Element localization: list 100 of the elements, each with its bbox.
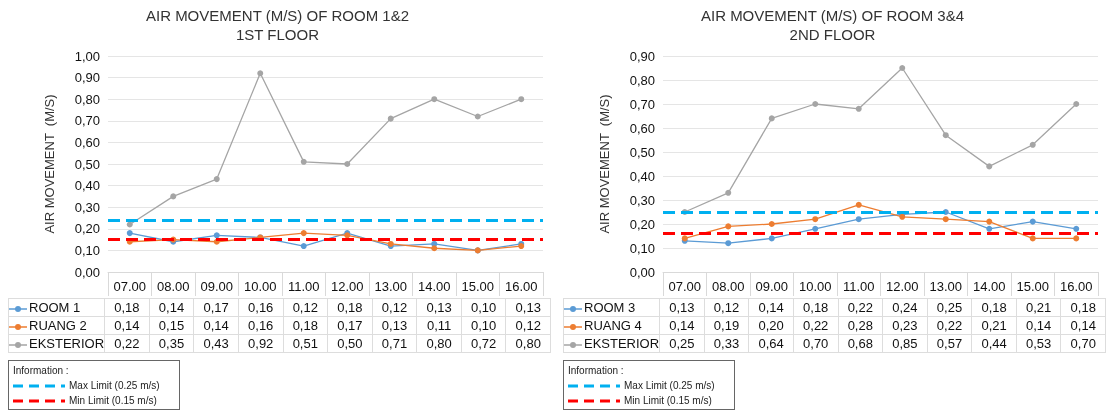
data-label: 0,10 [461, 298, 506, 317]
y-tick-label: 0,20 [629, 216, 655, 232]
y-tick-label: 0,30 [629, 192, 655, 208]
legend-label: EKSTERIOR [584, 336, 660, 351]
legend-label: Min Limit (0.15 m/s) [69, 395, 157, 406]
text: Information : [568, 364, 625, 378]
data-label: 0,14 [1016, 316, 1061, 335]
x-tick-label: 11.00 [842, 279, 875, 294]
chart-title: AIR MOVEMENT (M/S) OF ROOM 3&4 [699, 6, 966, 25]
data-label: 0,43 [193, 334, 239, 353]
y-tick-label: 0,50 [74, 156, 100, 172]
x-tick-label: 09.00 [200, 279, 234, 294]
legend-label: RUANG 2 [29, 318, 87, 333]
x-tick-label: 12.00 [330, 279, 364, 294]
x-tick-label: 08.00 [156, 279, 190, 294]
data-label: 0,18 [104, 298, 150, 317]
data-label: 0,51 [283, 334, 328, 353]
data-label: 0,33 [704, 334, 749, 353]
legend-label: Min Limit (0.15 m/s) [624, 395, 712, 406]
data-label: 0,14 [193, 316, 239, 335]
x-tick-label: 13.00 [374, 279, 408, 294]
legend-label: ROOM 1 [29, 300, 81, 315]
data-label: 0,28 [838, 316, 883, 335]
data-label: 0,80 [505, 334, 551, 353]
data-label: 0,14 [659, 316, 705, 335]
data-label: 0,70 [1060, 334, 1106, 353]
y-tick-label: 0,10 [629, 240, 655, 256]
y-tick-label: 0,80 [74, 91, 100, 107]
data-label: 0,22 [793, 316, 838, 335]
x-tick-label: 07.00 [113, 279, 147, 294]
data-label: 0,18 [1060, 298, 1106, 317]
data-label: 0,17 [193, 298, 239, 317]
x-tick-label: 10.00 [798, 279, 832, 294]
data-label: 0,14 [104, 316, 150, 335]
x-tick-label: 15.00 [1016, 279, 1050, 294]
data-label: 0,70 [793, 334, 838, 353]
data-label: 0,12 [505, 316, 551, 335]
y-tick-label: 0,80 [629, 72, 655, 88]
y-tick-label: 0,10 [74, 242, 100, 258]
x-tick-label: 07.00 [668, 279, 702, 294]
data-label: 0,64 [748, 334, 794, 353]
data-label: 0,57 [927, 334, 972, 353]
data-label: 0,10 [461, 316, 506, 335]
data-label: 0,92 [238, 334, 283, 353]
x-tick-label: 14.00 [417, 279, 451, 294]
data-label: 0,35 [149, 334, 194, 353]
x-tick-label: 13.00 [929, 279, 963, 294]
y-tick-label: 0,50 [629, 144, 655, 160]
data-label: 0,22 [838, 298, 883, 317]
x-tick-label: 08.00 [711, 279, 745, 294]
data-label: 0,44 [971, 334, 1017, 353]
data-label: 0,13 [659, 298, 705, 317]
text: Information : [13, 364, 70, 378]
data-label: 0,68 [838, 334, 883, 353]
data-label: 0,12 [704, 298, 749, 317]
legend-label: EKSTERIOR [29, 336, 105, 351]
legend-label: RUANG 4 [584, 318, 642, 333]
chart-subtitle: 1ST FLOOR [234, 25, 321, 44]
data-label: 0,72 [461, 334, 506, 353]
chart-subtitle: 2ND FLOOR [788, 25, 877, 44]
data-label: 0,13 [416, 298, 462, 317]
data-label: 0,14 [1060, 316, 1106, 335]
data-label: 0,85 [882, 334, 928, 353]
x-tick-label: 11.00 [287, 279, 320, 294]
y-tick-label: 0,70 [74, 113, 100, 129]
data-label: 0,14 [748, 298, 794, 317]
data-label: 0,18 [971, 298, 1017, 317]
x-tick-label: 14.00 [972, 279, 1006, 294]
data-label: 0,16 [238, 298, 283, 317]
y-tick-label: 0,30 [74, 199, 100, 215]
data-label: 0,18 [283, 316, 328, 335]
x-tick-label: 16.00 [1059, 279, 1093, 294]
y-tick-label: 0,20 [74, 221, 100, 237]
y-axis-title: AIR MOVEMENT (M/S) [42, 94, 57, 234]
data-label: 0,18 [327, 298, 373, 317]
y-tick-label: 0,60 [629, 120, 655, 136]
y-tick-label: 1,00 [74, 48, 100, 64]
x-tick-label: 16.00 [504, 279, 538, 294]
x-tick-label: 10.00 [243, 279, 277, 294]
data-label: 0,80 [416, 334, 462, 353]
y-tick-label: 0,40 [629, 168, 655, 184]
data-label: 0,22 [927, 316, 972, 335]
data-label: 0,24 [882, 298, 928, 317]
y-tick-label: 0,70 [629, 96, 655, 112]
data-label: 0,16 [238, 316, 283, 335]
data-label: 0,13 [505, 298, 551, 317]
data-label: 0,53 [1016, 334, 1061, 353]
x-tick-label: 12.00 [885, 279, 919, 294]
data-label: 0,20 [748, 316, 794, 335]
data-label: 0,18 [793, 298, 838, 317]
data-label: 0,11 [416, 316, 462, 335]
legend-label: ROOM 3 [584, 300, 636, 315]
data-label: 0,14 [149, 298, 194, 317]
chart-title: AIR MOVEMENT (M/S) OF ROOM 1&2 [144, 6, 411, 25]
legend-label: Max Limit (0.25 m/s) [69, 380, 160, 391]
y-tick-label: 0,90 [74, 70, 100, 86]
data-label: 0,23 [882, 316, 928, 335]
y-tick-label: 0,40 [74, 178, 100, 194]
data-label: 0,22 [104, 334, 150, 353]
data-label: 0,21 [1016, 298, 1061, 317]
